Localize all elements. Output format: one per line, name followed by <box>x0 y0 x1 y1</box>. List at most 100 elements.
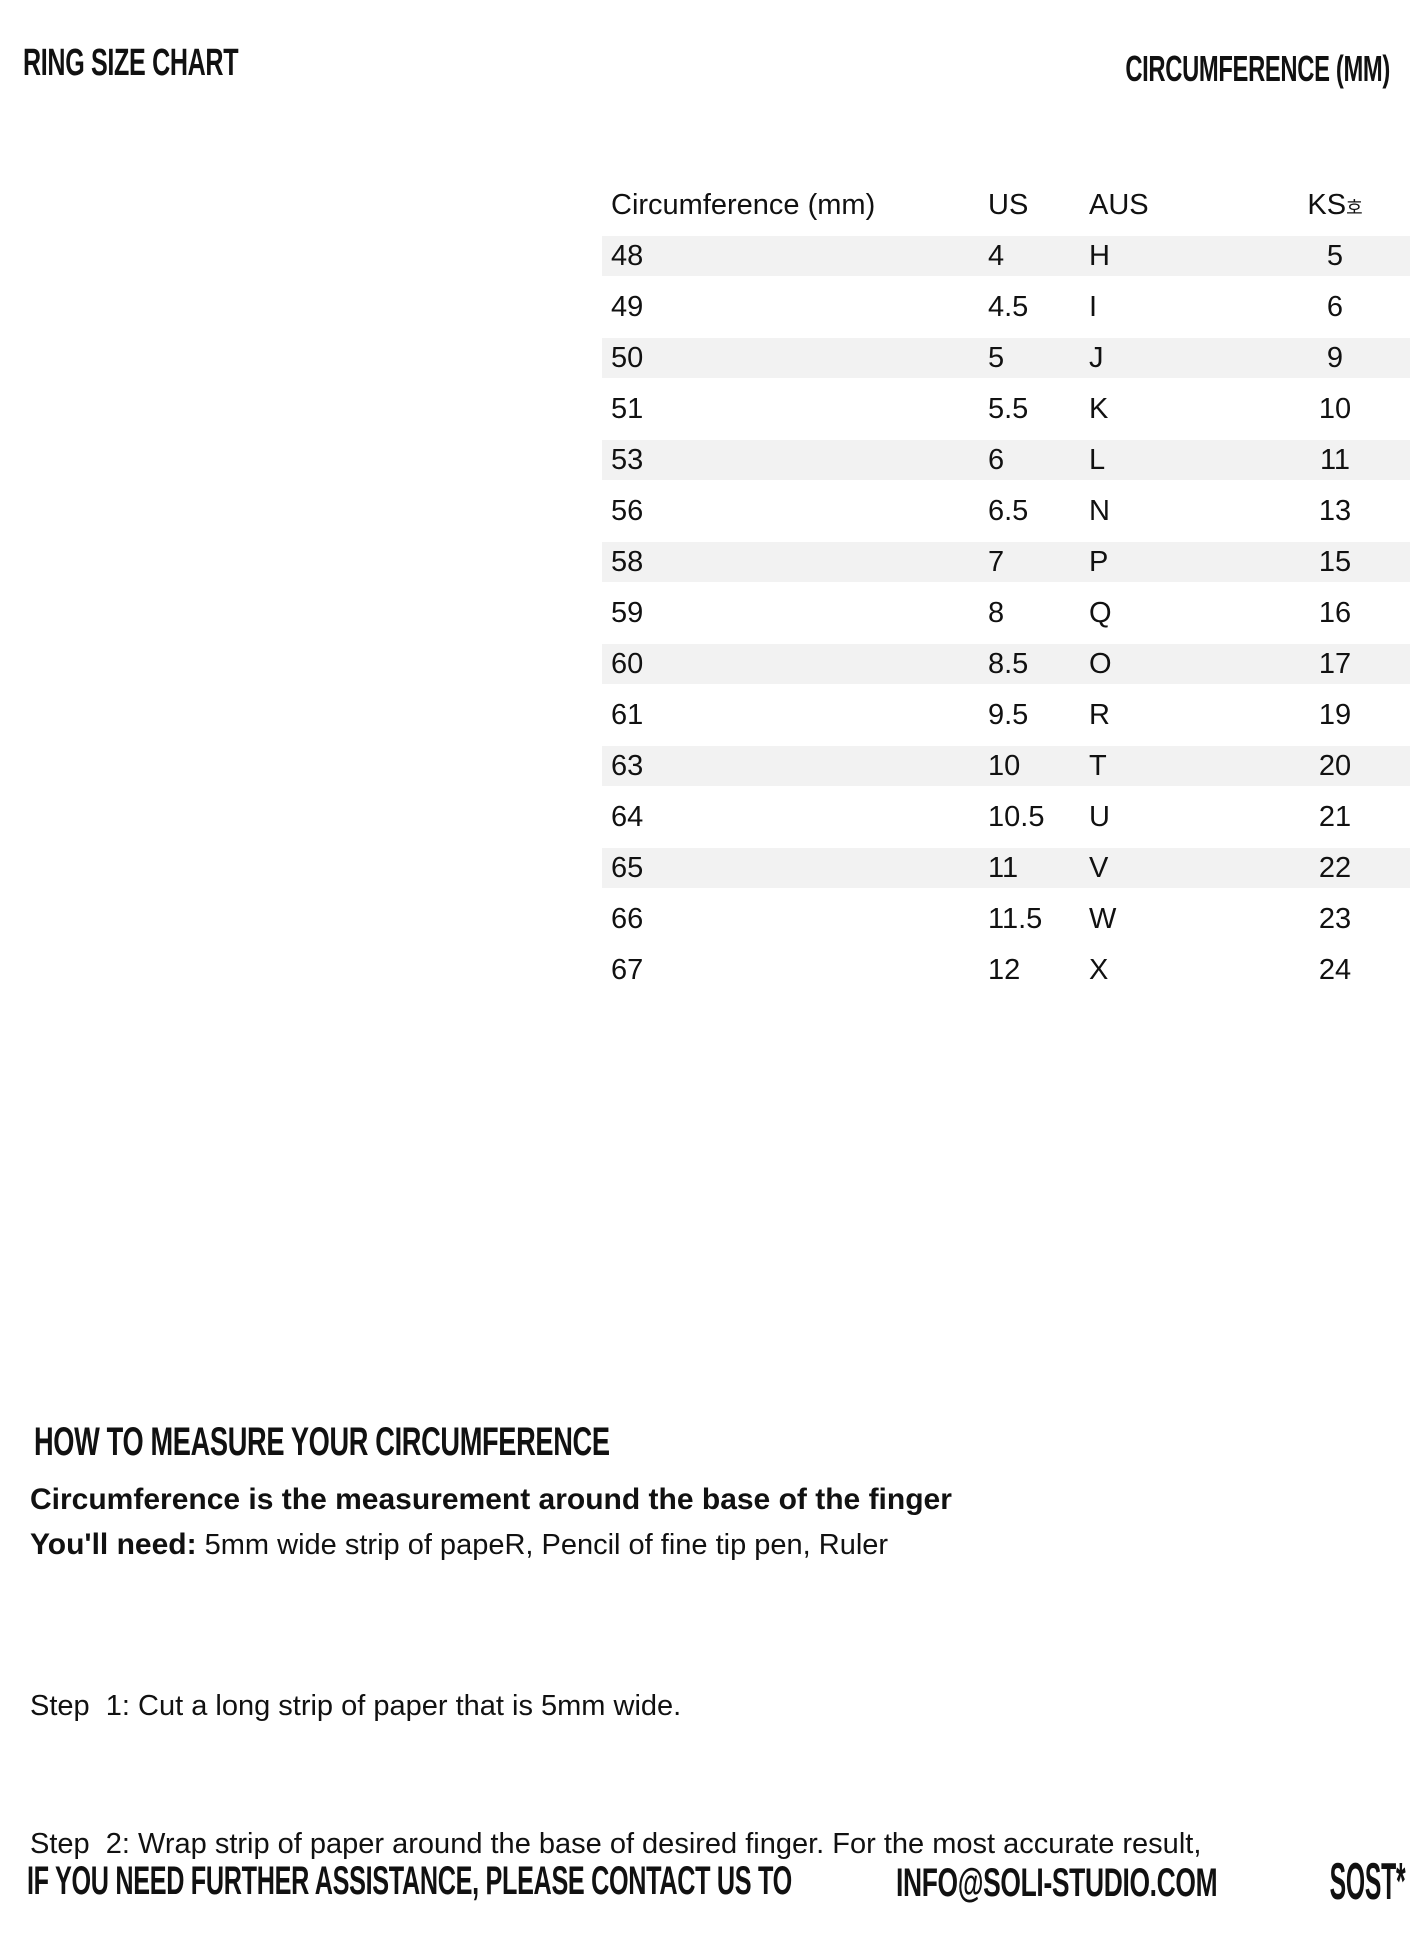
cell-us: 4 <box>988 239 1005 272</box>
header-ks: KS호 <box>1260 189 1410 222</box>
howto-intro: Circumference is the measurement around … <box>30 1477 952 1568</box>
table-row: 61 9.5 R 19 <box>602 695 1410 735</box>
howto-need-label: You'll need: <box>30 1528 197 1561</box>
header-ks-text: KS <box>1307 188 1347 221</box>
cell-aus: R <box>1089 698 1110 731</box>
cell-ks: 13 <box>1318 494 1352 527</box>
cell-circumference: 64 <box>611 800 644 833</box>
cell-ks: 9 <box>1326 341 1344 374</box>
table-row: 58 7 P 15 <box>602 542 1410 582</box>
step-line: Step 1: Cut a long strip of paper that i… <box>30 1690 682 1722</box>
table-header-row: Circumference (mm) US AUS KS호 <box>602 185 1410 225</box>
page-subtitle-text: CIRCUMFERENCE (MM) <box>1125 48 1390 89</box>
cell-ks: 15 <box>1318 545 1352 578</box>
cell-circumference: 56 <box>611 494 644 527</box>
cell-us: 10.5 <box>988 800 1045 833</box>
cell-ks: 24 <box>1318 953 1352 986</box>
table-row: 56 6.5 N 13 <box>602 491 1410 531</box>
step-line: Step 2: Wrap strip of paper around the b… <box>30 1828 1202 1860</box>
cell-circumference: 66 <box>611 902 644 935</box>
cell-ks: 17 <box>1318 647 1352 680</box>
cell-us: 6 <box>988 443 1005 476</box>
table-row: 51 5.5 K 10 <box>602 389 1410 429</box>
cell-us: 12 <box>988 953 1021 986</box>
cell-circumference: 61 <box>611 698 644 731</box>
cell-us: 9.5 <box>988 698 1029 731</box>
cell-ks: 20 <box>1318 749 1352 782</box>
cell-aus: Q <box>1089 596 1112 629</box>
howto-intro-bold-line: Circumference is the measurement around … <box>30 1483 952 1516</box>
cell-aus: I <box>1089 290 1098 323</box>
cell-us: 11 <box>988 851 1019 884</box>
cell-us: 8 <box>988 596 1005 629</box>
cell-aus: T <box>1089 749 1107 782</box>
header-circumference: Circumference (mm) <box>611 188 876 221</box>
brand-logo: SOST* <box>1290 1852 1405 1912</box>
cell-us: 10 <box>988 749 1021 782</box>
cell-aus: H <box>1089 239 1110 272</box>
table-row: 59 8 Q 16 <box>602 593 1410 633</box>
cell-ks: 11 <box>1319 443 1351 476</box>
cell-ks: 10 <box>1318 392 1352 425</box>
ring-size-table: Circumference (mm) US AUS KS호 48 4 H 5 4… <box>602 185 1410 1001</box>
cell-ks: 19 <box>1318 698 1352 731</box>
cell-circumference: 59 <box>611 596 644 629</box>
cell-us: 5 <box>988 341 1005 374</box>
cell-us: 4.5 <box>988 290 1029 323</box>
header-us: US <box>988 188 1029 221</box>
table-row: 50 5 J 9 <box>602 338 1410 378</box>
cell-aus: O <box>1089 647 1112 680</box>
howto-need-line: You'll need: 5mm wide strip of papeR, Pe… <box>30 1522 952 1568</box>
footer-assistance-text: IF YOU NEED FURTHER ASSISTANCE, PLEASE C… <box>27 1859 792 1903</box>
cell-aus: K <box>1089 392 1109 425</box>
cell-circumference: 50 <box>611 341 644 374</box>
cell-circumference: 63 <box>611 749 644 782</box>
cell-aus: J <box>1089 341 1104 374</box>
table-row: 65 11 V 22 <box>602 848 1410 888</box>
cell-circumference: 65 <box>611 851 644 884</box>
cell-ks: 22 <box>1318 851 1352 884</box>
cell-ks: 23 <box>1318 902 1352 935</box>
table-row: 49 4.5 I 6 <box>602 287 1410 327</box>
cell-aus: X <box>1089 953 1109 986</box>
cell-us: 11.5 <box>988 902 1043 935</box>
cell-aus: V <box>1089 851 1109 884</box>
table-row: 67 12 X 24 <box>602 950 1410 990</box>
cell-ks: 16 <box>1318 596 1352 629</box>
cell-circumference: 49 <box>611 290 644 323</box>
footer-email-text: INFO@SOLI-STUDIO.COM <box>896 1861 1218 1905</box>
table-row: 66 11.5 W 23 <box>602 899 1410 939</box>
cell-circumference: 58 <box>611 545 644 578</box>
cell-aus: U <box>1089 800 1110 833</box>
cell-circumference: 60 <box>611 647 644 680</box>
cell-ks: 5 <box>1326 239 1344 272</box>
page-title-text: RING SIZE CHART <box>23 42 239 84</box>
brand-logo-text: SOST* <box>1329 1853 1405 1911</box>
cell-circumference: 67 <box>611 953 644 986</box>
cell-ks: 21 <box>1318 800 1352 833</box>
page-title: RING SIZE CHART <box>23 42 349 85</box>
cell-ks: 6 <box>1326 290 1344 323</box>
cell-aus: W <box>1089 902 1117 935</box>
cell-us: 8.5 <box>988 647 1029 680</box>
howto-heading: HOW TO MEASURE YOUR CIRCUMFERENCE <box>34 1420 610 1464</box>
page-subtitle: CIRCUMFERENCE (MM) <box>989 48 1390 90</box>
cell-circumference: 51 <box>611 392 644 425</box>
footer-email: INFO@SOLI-STUDIO.COM <box>896 1861 1383 1906</box>
cell-us: 6.5 <box>988 494 1029 527</box>
cell-circumference: 53 <box>611 443 644 476</box>
howto-need-text: 5mm wide strip of papeR, Pencil of fine … <box>196 1529 889 1561</box>
cell-circumference: 48 <box>611 239 644 272</box>
cell-us: 7 <box>988 545 1005 578</box>
table-row: 63 10 T 20 <box>602 746 1410 786</box>
table-row: 53 6 L 11 <box>602 440 1410 480</box>
header-ks-suffix: 호 <box>1346 197 1363 218</box>
cell-us: 5.5 <box>988 392 1029 425</box>
table-row: 64 10.5 U 21 <box>602 797 1410 837</box>
table-row: 60 8.5 O 17 <box>602 644 1410 684</box>
howto-steps: Step 1: Cut a long strip of paper that i… <box>30 1591 1241 1945</box>
header-aus: AUS <box>1089 188 1149 221</box>
cell-aus: N <box>1089 494 1110 527</box>
table-row: 48 4 H 5 <box>602 236 1410 276</box>
